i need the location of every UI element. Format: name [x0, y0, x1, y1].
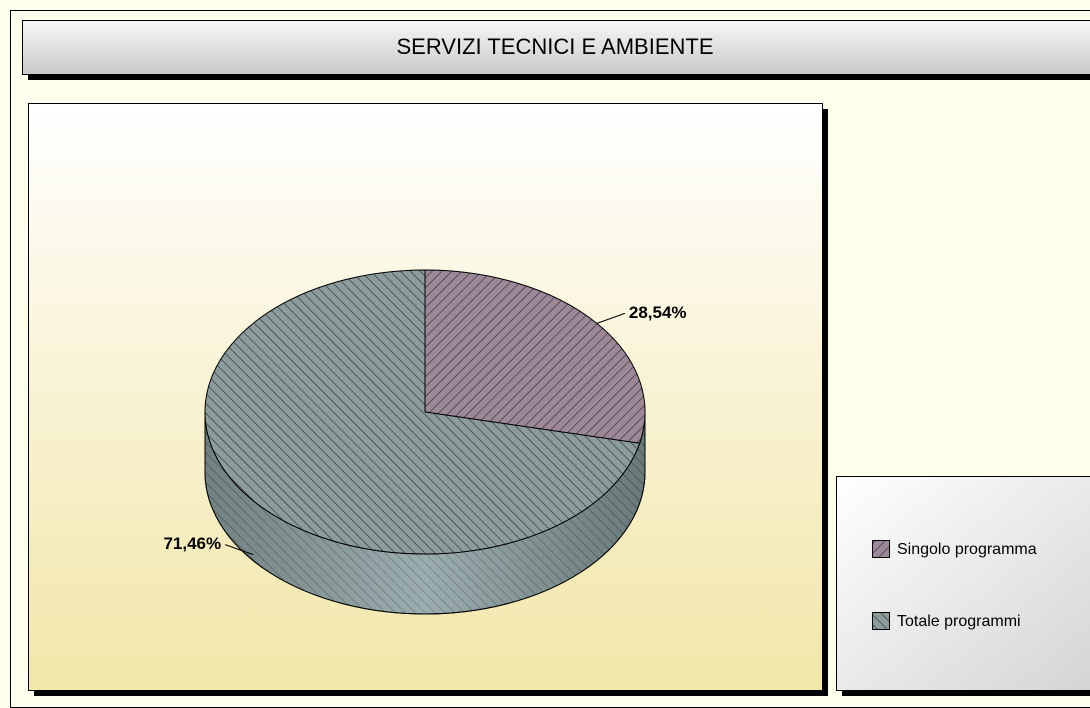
data-label: 28,54%: [629, 303, 687, 322]
pie-slice: [204, 269, 641, 555]
title-bar: [22, 20, 1090, 75]
legend-box: [836, 476, 1090, 691]
data-label: 71,46%: [163, 534, 221, 553]
chart-title: SERVIZI TECNICI E AMBIENTE: [396, 34, 713, 59]
legend-swatch: [872, 540, 890, 558]
legend-label: Singolo programma: [897, 541, 1037, 558]
pie-slice: [424, 269, 646, 444]
leader-line: [596, 312, 626, 324]
leader-line: [224, 544, 254, 556]
legend-swatch: [872, 612, 890, 630]
legend-label: Totale programmi: [897, 613, 1021, 630]
